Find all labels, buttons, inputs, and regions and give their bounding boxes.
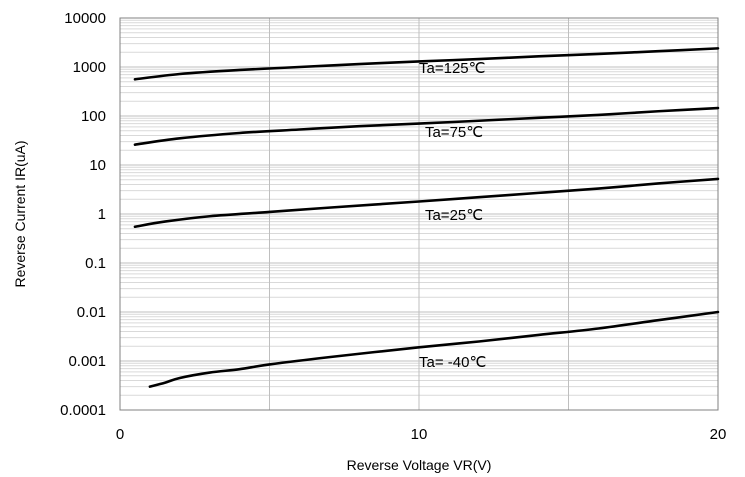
series-line-2 <box>133 177 720 229</box>
series-line-3 <box>148 310 720 388</box>
grid <box>119 17 719 411</box>
series-label: Ta= -40℃ <box>419 354 486 371</box>
plot-frame <box>119 17 719 411</box>
x-tick-label: 10 <box>411 426 428 443</box>
x-tick-labels: 0 10 20 <box>116 426 727 443</box>
y-tick-label: 0.1 <box>85 255 106 272</box>
y-axis-title: Reverse Current IR(uA) <box>12 140 28 287</box>
x-axis-title: Reverse Voltage VR(V) <box>347 457 492 473</box>
y-tick-label: 0.001 <box>68 353 106 370</box>
series-lines <box>133 47 720 388</box>
y-tick-labels: 0.0001 0.001 0.01 0.1 1 10 100 1000 10000 <box>60 10 106 419</box>
series-label: Ta=75℃ <box>425 124 483 141</box>
series-labels: Ta=125℃ Ta=75℃ Ta=25℃ Ta= -40℃ <box>419 60 486 371</box>
x-tick-label: 0 <box>116 426 124 443</box>
series-label: Ta=125℃ <box>419 60 485 77</box>
series-label: Ta=25℃ <box>425 207 483 224</box>
y-tick-label: 1 <box>98 206 106 223</box>
y-tick-label: 100 <box>81 108 106 125</box>
y-tick-label: 0.0001 <box>60 402 106 419</box>
y-tick-label: 0.01 <box>77 304 106 321</box>
y-tick-label: 10000 <box>64 10 106 27</box>
x-tick-label: 20 <box>710 426 727 443</box>
y-tick-label: 10 <box>89 157 106 174</box>
y-tick-label: 1000 <box>73 59 106 76</box>
series-line-1 <box>133 106 720 146</box>
series-line-0 <box>133 47 720 81</box>
